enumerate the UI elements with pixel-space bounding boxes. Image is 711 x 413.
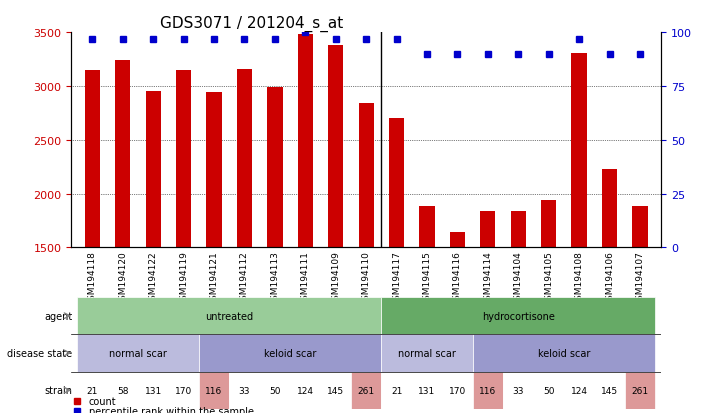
Bar (328, 46, 343, 248)
Text: untreated: untreated (205, 311, 253, 321)
FancyBboxPatch shape (77, 297, 381, 335)
FancyBboxPatch shape (290, 372, 321, 409)
FancyBboxPatch shape (229, 372, 260, 409)
Text: 131: 131 (144, 386, 162, 395)
FancyBboxPatch shape (473, 372, 503, 409)
Text: 145: 145 (327, 386, 344, 395)
Bar (267, 88, 282, 248)
FancyBboxPatch shape (77, 335, 199, 372)
Text: strain: strain (45, 385, 73, 395)
Bar (358, 104, 374, 248)
Text: normal scar: normal scar (109, 348, 167, 358)
Text: 33: 33 (513, 386, 524, 395)
FancyBboxPatch shape (321, 372, 351, 409)
FancyBboxPatch shape (138, 372, 169, 409)
Bar (632, 207, 648, 248)
Text: 116: 116 (479, 386, 496, 395)
Text: 145: 145 (601, 386, 618, 395)
Text: GDS3071 / 201204_s_at: GDS3071 / 201204_s_at (159, 16, 343, 32)
Bar (572, 53, 587, 248)
Bar (510, 211, 526, 248)
Text: 50: 50 (269, 386, 281, 395)
Text: keloid scar: keloid scar (538, 348, 590, 358)
FancyBboxPatch shape (107, 372, 138, 409)
Text: count: count (89, 396, 117, 406)
Bar (480, 211, 496, 248)
Text: normal scar: normal scar (398, 348, 456, 358)
Text: 261: 261 (358, 386, 375, 395)
Text: disease state: disease state (8, 348, 73, 358)
FancyBboxPatch shape (381, 372, 412, 409)
FancyBboxPatch shape (473, 335, 655, 372)
Bar (146, 92, 161, 248)
Text: 21: 21 (391, 386, 402, 395)
Bar (237, 69, 252, 248)
Text: 131: 131 (418, 386, 436, 395)
Text: 116: 116 (205, 386, 223, 395)
Text: keloid scar: keloid scar (264, 348, 316, 358)
FancyBboxPatch shape (594, 372, 625, 409)
Text: 58: 58 (117, 386, 129, 395)
FancyBboxPatch shape (77, 372, 107, 409)
Text: 170: 170 (175, 386, 192, 395)
Text: agent: agent (44, 311, 73, 321)
FancyBboxPatch shape (533, 372, 564, 409)
Bar (389, 119, 404, 248)
FancyBboxPatch shape (199, 335, 381, 372)
Text: 170: 170 (449, 386, 466, 395)
FancyBboxPatch shape (169, 372, 199, 409)
Text: 50: 50 (543, 386, 555, 395)
Bar (450, 233, 465, 248)
Text: 261: 261 (631, 386, 648, 395)
Bar (206, 93, 222, 248)
FancyBboxPatch shape (381, 335, 473, 372)
Bar (419, 207, 434, 248)
Bar (85, 71, 100, 248)
Text: hydrocortisone: hydrocortisone (482, 311, 555, 321)
FancyBboxPatch shape (503, 372, 533, 409)
Bar (541, 201, 556, 248)
FancyBboxPatch shape (442, 372, 473, 409)
Text: 21: 21 (87, 386, 98, 395)
FancyBboxPatch shape (260, 372, 290, 409)
Text: 33: 33 (239, 386, 250, 395)
Text: percentile rank within the sample: percentile rank within the sample (89, 406, 254, 413)
Bar (176, 71, 191, 248)
Bar (115, 61, 130, 248)
Text: 124: 124 (571, 386, 587, 395)
FancyBboxPatch shape (412, 372, 442, 409)
Text: 124: 124 (296, 386, 314, 395)
FancyBboxPatch shape (381, 297, 655, 335)
FancyBboxPatch shape (351, 372, 381, 409)
Bar (298, 35, 313, 248)
FancyBboxPatch shape (564, 372, 594, 409)
FancyBboxPatch shape (625, 372, 655, 409)
FancyBboxPatch shape (199, 372, 229, 409)
Bar (602, 169, 617, 248)
